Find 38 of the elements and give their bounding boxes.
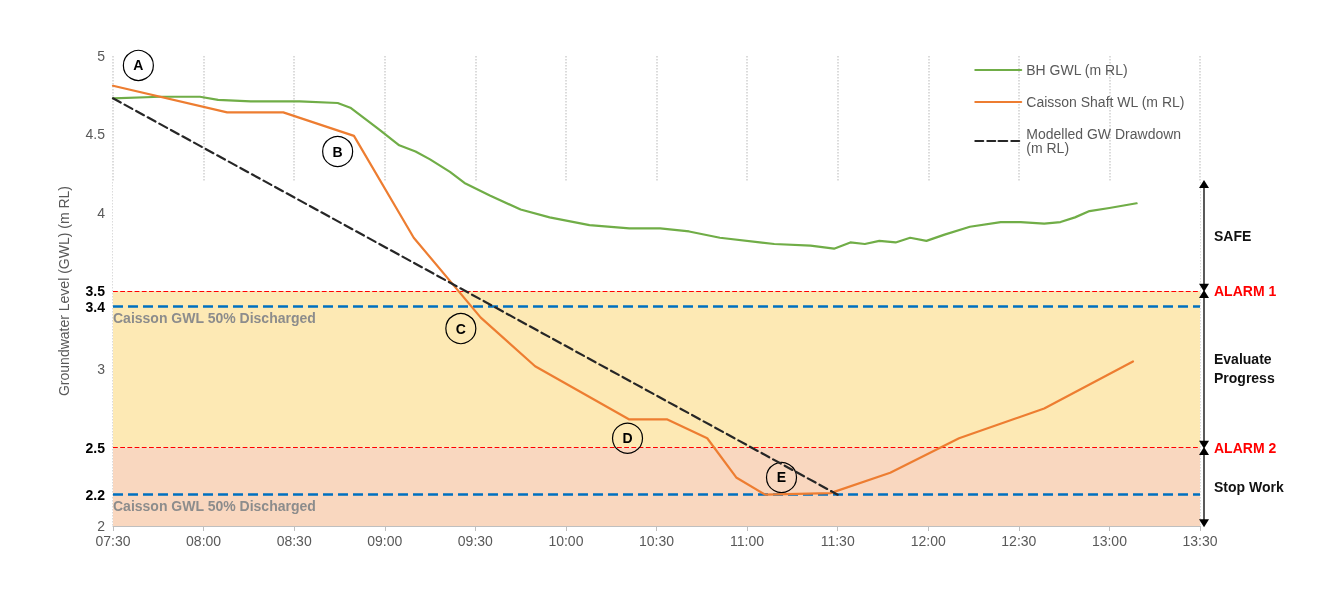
x-tick-label: 10:30 [638,533,675,549]
y-tick-label: 5 [97,48,106,64]
x-tick-label: 12:00 [910,533,946,549]
x-tick-label: 12:30 [1001,533,1037,549]
y-tick-label: 3.5 [85,283,106,299]
y-tick-label: 3 [97,361,106,378]
x-tick-label: 07:30 [95,533,131,549]
legend-label: BH GWL (m RL) [1026,62,1128,78]
annotation: C [455,320,466,337]
annotation: E [776,469,787,486]
band-label: Evaluate Progress [1214,350,1276,389]
ref-line-label: ALARM 1 [1214,283,1277,299]
y-tick-label: 2 [97,518,106,534]
x-tick-label: 11:30 [820,533,855,549]
ref-line-label: Caisson GWL 50% Discharged [113,309,316,326]
annotation: B [332,143,343,160]
x-tick-label: 09:00 [367,533,403,549]
x-tick-label: 11:00 [730,533,765,549]
legend-label: Modelled GW Drawdown (m RL) [1026,126,1186,156]
y-tick-label: 2.5 [85,439,106,456]
y-tick-label: 2.2 [85,486,106,503]
y-tick-label: 3.4 [85,298,106,315]
y-axis-title: Groundwater Level (GWL) (m RL) [56,185,72,397]
band-label: Stop Work [1214,477,1284,497]
band-label: SAFE [1214,226,1252,246]
x-tick-label: 08:30 [276,533,312,549]
annotation: D [622,430,633,447]
y-tick-label: 4.5 [85,126,106,143]
ref-line-label: ALARM 2 [1214,439,1277,456]
y-tick-label: 4 [97,204,106,221]
x-tick-label: 13:00 [1091,533,1128,549]
x-tick-label: 10:00 [548,533,584,549]
ref-line-label: Caisson GWL 50% Discharged [113,497,316,514]
legend-label: Caisson Shaft WL (m RL) [1026,94,1185,110]
x-tick-label: 09:30 [457,533,494,549]
x-tick-label: 08:00 [186,533,222,549]
x-tick-label: 13:30 [1182,533,1218,549]
annotation: A [133,57,144,74]
